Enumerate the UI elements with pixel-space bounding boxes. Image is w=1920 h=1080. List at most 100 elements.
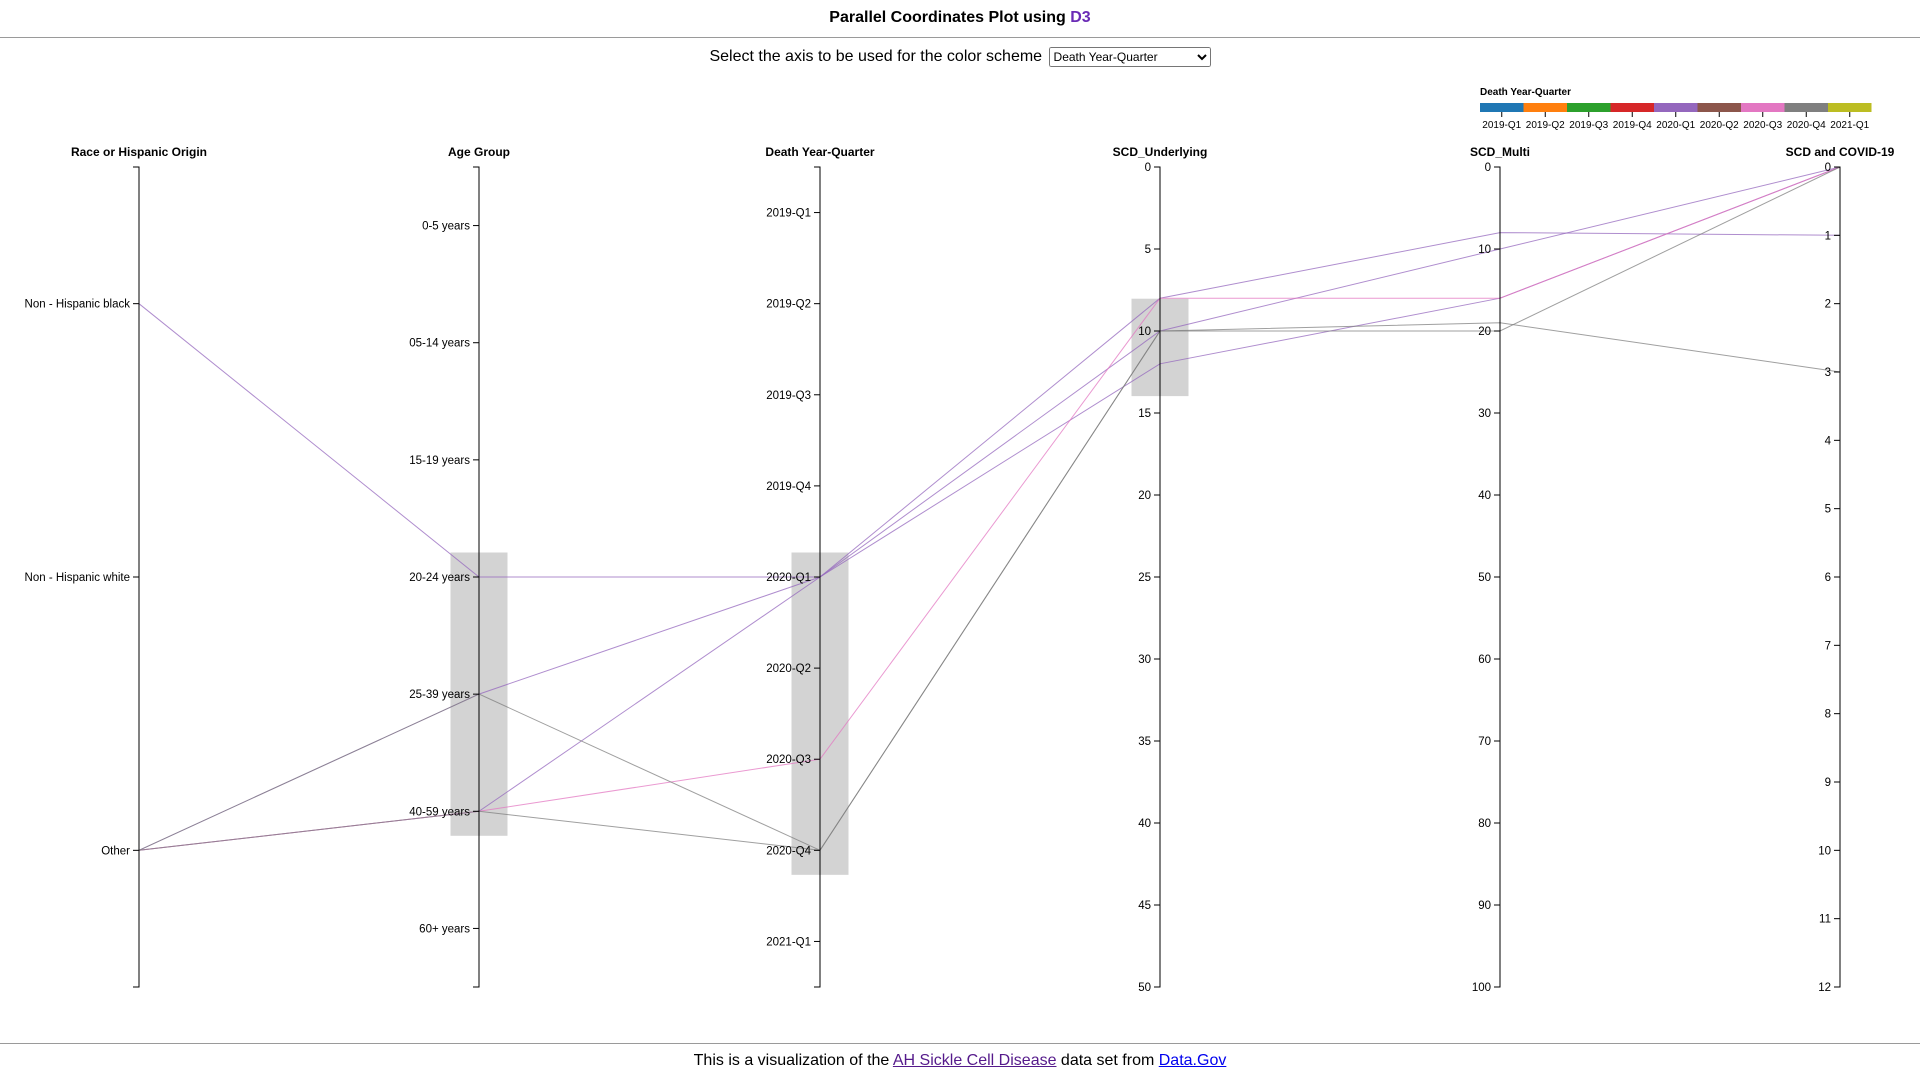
legend-label: 2020-Q3: [1743, 120, 1782, 131]
axis-title: SCD_Underlying: [1113, 145, 1208, 159]
tick-label: 6: [1825, 572, 1831, 584]
data-line-5: [138, 322, 1841, 851]
tick-label: 50: [1138, 982, 1151, 994]
tick-label: 20: [1138, 490, 1151, 502]
tick-label: 3: [1825, 367, 1831, 379]
tick-label: 10: [1478, 244, 1491, 256]
data-lines: [138, 166, 1841, 851]
tick-label: 8: [1825, 709, 1831, 721]
tick-label: 7: [1825, 640, 1831, 652]
axis-death-year-quarter: 2019-Q1 2019-Q2 2019-Q3 2019-Q4 2020-Q1 2020-…: [765, 145, 875, 988]
tick-label: 0-5 years: [422, 221, 470, 233]
footer-middle: data set from: [1056, 1052, 1159, 1069]
legend-title: Death Year-Quarter: [1480, 87, 1571, 98]
tick-label: 40: [1478, 490, 1491, 502]
axis-age-group: 0-5 years 05-14 years 15-19 years 20-24 yea…: [409, 145, 510, 988]
legend-swatch: [1784, 103, 1828, 112]
axis-title: Death Year-Quarter: [765, 145, 874, 159]
color-scheme-select[interactable]: Death Year-Quarter: [1048, 47, 1211, 67]
axis-title: SCD and COVID-19: [1786, 145, 1895, 159]
tick-label: 20-24 years: [409, 572, 470, 584]
legend-label: 2019-Q4: [1613, 120, 1652, 131]
tick-label: 2019-Q4: [766, 481, 811, 493]
dataset-link[interactable]: AH Sickle Cell Disease: [892, 1052, 1057, 1069]
tick-label: Other: [101, 845, 130, 857]
tick-label: 0: [1825, 162, 1831, 174]
tick-label: 05-14 years: [409, 338, 470, 350]
footer-prefix: This is a visualization of the: [693, 1052, 893, 1069]
legend-swatch: [1741, 103, 1785, 112]
title-prefix: Parallel Coordinates Plot using: [829, 9, 1071, 26]
tick-label: 15: [1138, 408, 1151, 420]
tick-label: 2019-Q1: [766, 208, 811, 220]
tick-label: 2: [1825, 299, 1831, 311]
page-title: Parallel Coordinates Plot using D3: [0, 9, 1920, 27]
tick-label: 40: [1138, 818, 1151, 830]
tick-label: 60+ years: [419, 923, 470, 935]
legend-swatch: [1828, 103, 1872, 112]
tick-label: 5: [1145, 244, 1151, 256]
tick-label: 11: [1819, 914, 1831, 926]
legend-swatch: [1610, 103, 1654, 112]
data-gov-link[interactable]: Data.Gov: [1158, 1052, 1227, 1069]
legend-label: 2020-Q4: [1787, 120, 1826, 131]
tick-label: 10: [1818, 845, 1831, 857]
tick-label: 2021-Q1: [766, 936, 811, 948]
tick-label: 2019-Q2: [766, 299, 811, 311]
tick-label: 20: [1478, 326, 1491, 338]
axis-scd-underlying: 0 5 10 15 20 25 30 35 40 45 50 SCD_Underlying: [1113, 145, 1208, 994]
tick-label: 0: [1145, 162, 1151, 174]
tick-label: Non - Hispanic white: [25, 572, 130, 584]
footer: This is a visualization of the AH Sickle…: [0, 1052, 1920, 1070]
tick-label: 12: [1818, 982, 1831, 994]
tick-label: 45: [1138, 900, 1151, 912]
legend-swatch: [1480, 103, 1524, 112]
axis-title: Age Group: [448, 145, 510, 159]
legend-swatch: [1697, 103, 1741, 112]
tick-label: 70: [1478, 736, 1491, 748]
legend-swatch: [1567, 103, 1611, 112]
parallel-coordinates-chart: Non - Hispanic black Non - Hispanic white…: [25, 87, 1895, 994]
tick-label: 25-39 years: [409, 689, 470, 701]
tick-label: 30: [1138, 654, 1151, 666]
tick-label: 5: [1825, 504, 1831, 516]
legend-label: 2021-Q1: [1830, 120, 1869, 131]
tick-label: 0: [1485, 162, 1491, 174]
tick-label: 50: [1478, 572, 1491, 584]
tick-label: 35: [1138, 736, 1151, 748]
tick-label: 80: [1478, 818, 1491, 830]
data-line-0: [138, 166, 1841, 578]
tick-label: Non - Hispanic black: [25, 299, 131, 311]
data-line-1: [138, 232, 1841, 851]
d3-title-link[interactable]: D3: [1070, 9, 1091, 26]
tick-label: 25: [1138, 572, 1151, 584]
legend-label: 2019-Q1: [1482, 120, 1521, 131]
tick-label: 40-59 years: [409, 806, 470, 818]
legend-swatch: [1654, 103, 1698, 112]
legend-label: 2019-Q2: [1526, 120, 1565, 131]
color-scheme-label: Select the axis to be used for the color…: [709, 48, 1043, 66]
legend-label: 2020-Q1: [1656, 120, 1695, 131]
tick-label: 60: [1478, 654, 1491, 666]
tick-label: 15-19 years: [409, 455, 470, 467]
footer-divider: [0, 1043, 1920, 1044]
tick-label: 100: [1472, 982, 1491, 994]
tick-label: 90: [1478, 900, 1491, 912]
legend-swatch: [1523, 103, 1567, 112]
axis-title: Race or Hispanic Origin: [71, 145, 207, 159]
tick-label: 2020-Q2: [766, 663, 811, 675]
tick-label: 9: [1825, 777, 1831, 789]
color-scheme-row: Select the axis to be used for the color…: [0, 47, 1920, 67]
tick-label: 2020-Q3: [766, 754, 811, 766]
tick-label: 4: [1825, 435, 1832, 447]
tick-label: 10: [1138, 326, 1151, 338]
legend-label: 2019-Q3: [1569, 120, 1608, 131]
legend-label: 2020-Q2: [1700, 120, 1739, 131]
legend: Death Year-Quarter 2019-Q1 2019-Q2 2019-Q3 2…: [1480, 87, 1872, 131]
tick-label: 2020-Q4: [766, 845, 811, 857]
tick-label: 2019-Q3: [766, 390, 811, 402]
axis-scd-multi: 0 10 20 30 40 50 60 70 80 90 100 SCD_Multi: [1470, 145, 1530, 994]
tick-label: 2020-Q1: [766, 572, 811, 584]
tick-label: 1: [1825, 230, 1831, 242]
